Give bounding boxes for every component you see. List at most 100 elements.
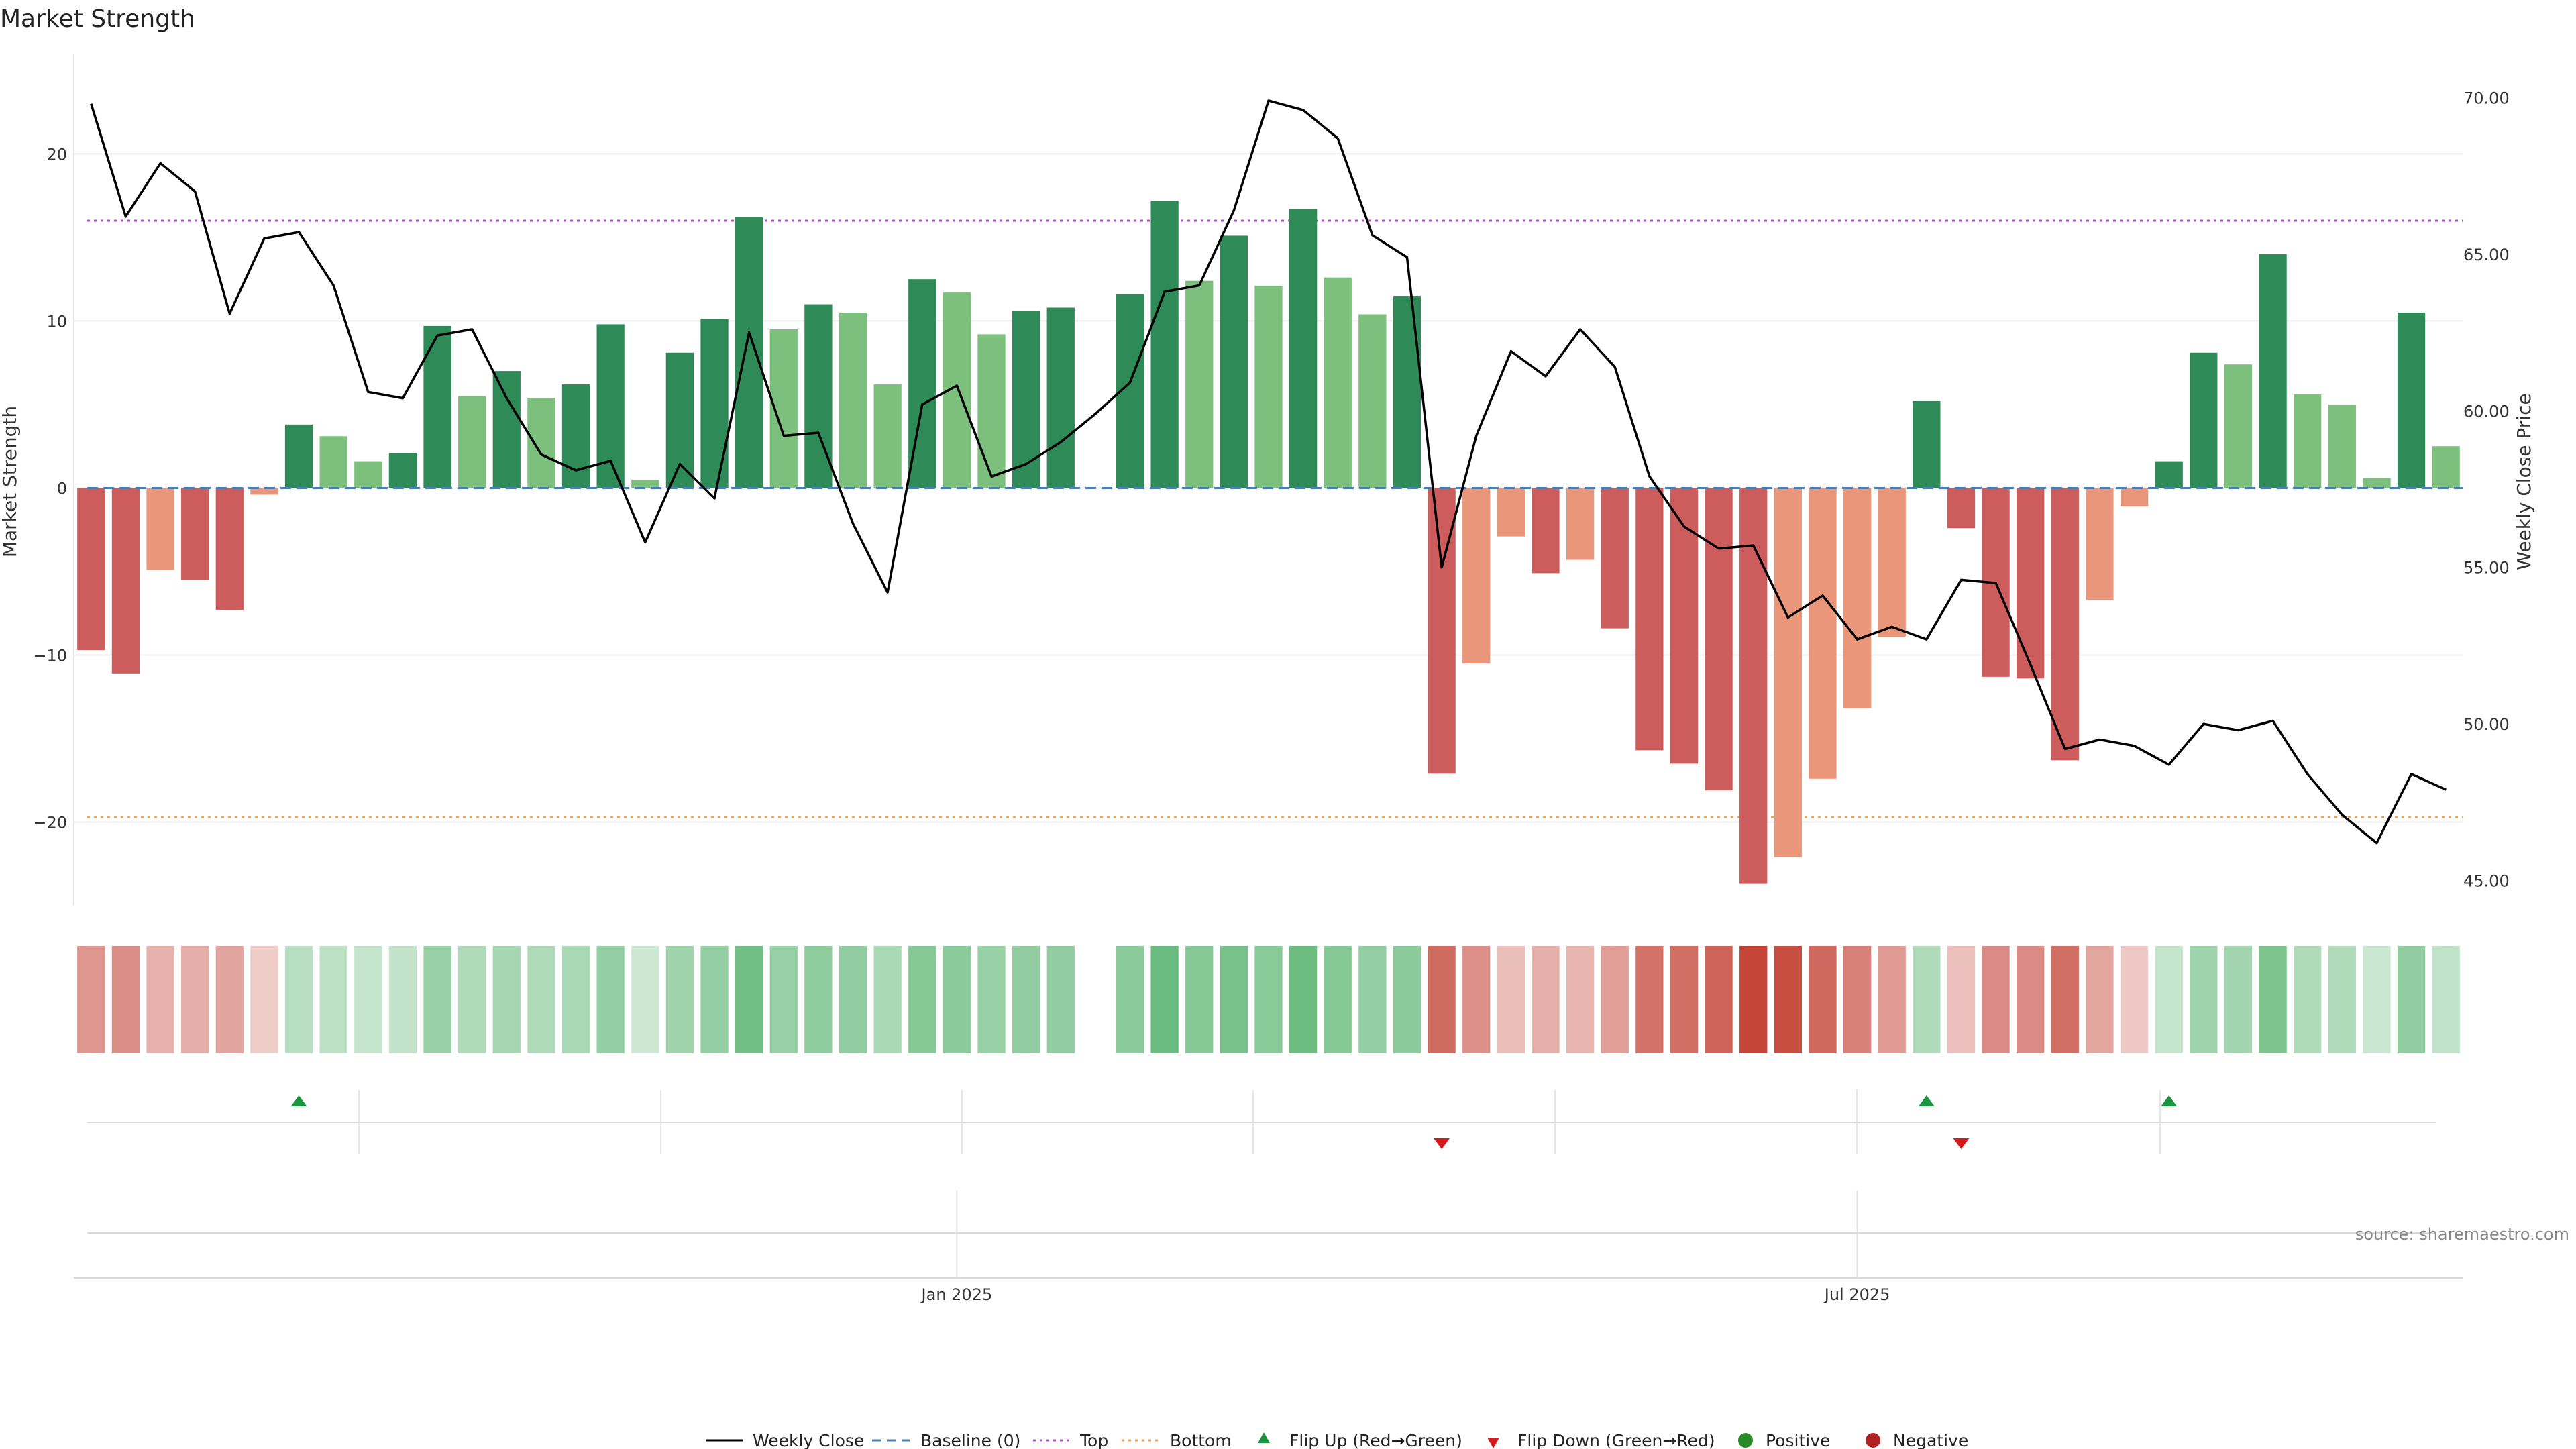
strength-bar — [1878, 488, 1906, 637]
heat-cell — [2017, 946, 2045, 1053]
heat-cell — [2051, 946, 2079, 1053]
strength-bar — [1254, 286, 1283, 488]
strength-bar — [631, 480, 659, 488]
right-y-tick-label: 45.00 — [2463, 872, 2510, 891]
heat-cell — [1635, 946, 1664, 1053]
strength-bar — [1809, 488, 1837, 779]
heat-cell — [1878, 946, 1906, 1053]
heat-cell — [839, 946, 867, 1053]
heat-cell — [1462, 946, 1491, 1053]
right-y-tick-label: 50.00 — [2463, 715, 2510, 734]
strength-bar — [1185, 280, 1214, 488]
heat-cell — [1739, 946, 1768, 1053]
strength-bar — [181, 488, 209, 580]
heat-cell — [146, 946, 174, 1053]
heat-cell — [1150, 946, 1179, 1053]
heat-cell — [1254, 946, 1283, 1053]
strength-bar — [1324, 277, 1352, 488]
heat-cell — [1012, 946, 1040, 1053]
strength-bar — [2363, 478, 2391, 488]
heat-cell — [769, 946, 798, 1053]
strength-bar — [527, 397, 555, 488]
legend-weekly-close-label: Weekly Close — [753, 1431, 864, 1449]
strength-bars — [77, 201, 2463, 884]
strength-bar — [1739, 488, 1768, 884]
flip-up-marker — [290, 1095, 307, 1106]
heat-cell — [631, 946, 659, 1053]
strength-bar — [665, 352, 694, 488]
heat-cell — [561, 946, 590, 1053]
heat-cell — [908, 946, 936, 1053]
legend-negative-icon — [1866, 1433, 1880, 1448]
right-y-axis: 45.00 50.00 55.00 60.00 65.00 70.00 — [2463, 89, 2510, 890]
left-y-tick-label: −10 — [33, 646, 67, 665]
strength-bar — [1393, 296, 1421, 488]
heat-cell — [423, 946, 451, 1053]
strength-bar — [1046, 307, 1075, 488]
source-note: source: sharemaestro.com — [2355, 1225, 2569, 1244]
strength-bar — [319, 436, 347, 488]
heat-cell — [284, 946, 313, 1053]
heat-cell — [458, 946, 486, 1053]
heat-cell — [596, 946, 625, 1053]
heat-cell — [2086, 946, 2114, 1053]
heat-cell — [492, 946, 521, 1053]
legend-positive-icon — [1738, 1433, 1753, 1448]
left-y-tick-label: −20 — [33, 813, 67, 832]
legend-flip-up-icon — [1258, 1432, 1270, 1443]
flip-up-marker — [1918, 1095, 1935, 1106]
flip-markers-panel — [87, 1090, 2436, 1154]
weekly-close-line — [90, 99, 2447, 845]
heat-cell — [1566, 946, 1595, 1053]
strength-bar — [1774, 488, 1802, 857]
heat-cell — [354, 946, 382, 1053]
heat-cell — [943, 946, 971, 1053]
heat-cell — [527, 946, 555, 1053]
heat-cell — [1358, 946, 1387, 1053]
strength-bar — [1843, 488, 1872, 709]
heat-cell — [319, 946, 347, 1053]
strength-bar — [1150, 201, 1179, 488]
heat-cell — [873, 946, 902, 1053]
strength-bar — [2190, 352, 2218, 488]
strength-bar — [492, 371, 521, 488]
strength-bar — [1220, 235, 1248, 488]
strength-bar — [1670, 488, 1699, 764]
flip-down-marker — [1953, 1138, 1970, 1149]
strength-bar — [2224, 364, 2253, 488]
heat-cell — [1705, 946, 1733, 1053]
heat-cell — [1185, 946, 1214, 1053]
strength-bar — [2017, 488, 2045, 679]
heat-cell — [2259, 946, 2287, 1053]
strength-bar — [146, 488, 174, 570]
strength-bar — [977, 334, 1006, 488]
heat-cell — [1220, 946, 1248, 1053]
legend-flip-down-icon — [1487, 1438, 1499, 1448]
left-y-tick-label: 0 — [57, 479, 67, 498]
heat-cell — [215, 946, 244, 1053]
left-y-axis: −20 −10 0 10 20 — [33, 145, 67, 832]
strength-bar — [1532, 488, 1560, 574]
strength-bar — [215, 488, 244, 610]
heat-cell — [111, 946, 140, 1053]
heat-cell — [2397, 946, 2426, 1053]
right-y-tick-label: 55.00 — [2463, 559, 2510, 578]
strength-bar — [873, 384, 902, 488]
strength-bar — [423, 325, 451, 488]
heat-cell — [700, 946, 729, 1053]
strength-bar — [1635, 488, 1664, 751]
flip-up-marker — [2161, 1095, 2178, 1106]
legend: Weekly Close Baseline (0) Top Bottom Fli… — [706, 1431, 1968, 1449]
heat-cell — [1809, 946, 1837, 1053]
heat-cell — [181, 946, 209, 1053]
legend-baseline-label: Baseline (0) — [920, 1431, 1020, 1449]
flip-down-marker — [1434, 1138, 1450, 1149]
x-axis: Jan 2025 Jul 2025 — [920, 1191, 1890, 1304]
heat-cell — [1982, 946, 2010, 1053]
heat-cell — [1046, 946, 1075, 1053]
strength-bar — [1358, 314, 1387, 488]
heat-cell — [2155, 946, 2183, 1053]
heat-cell — [1497, 946, 1525, 1053]
strength-bar — [2155, 461, 2183, 488]
heat-cell — [1947, 946, 1976, 1053]
